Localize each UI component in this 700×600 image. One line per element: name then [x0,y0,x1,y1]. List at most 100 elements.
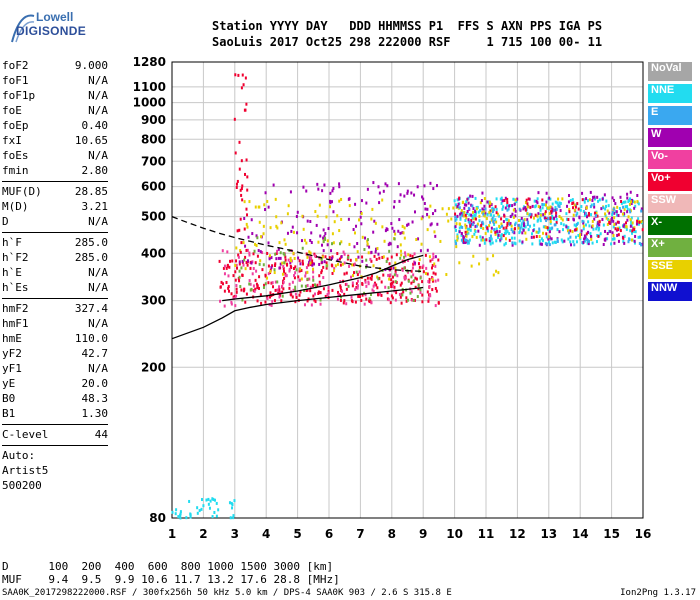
echo-point [236,179,239,183]
echo-point [219,299,222,303]
echo-point [524,200,527,204]
echo-point [411,254,414,258]
echo-point [291,295,294,299]
echo-point [215,501,218,505]
echo-point [484,207,487,211]
echo-point [464,238,467,242]
echo-point [390,278,393,282]
echo-point [563,239,566,243]
echo-point [431,288,434,292]
echo-point [633,239,636,243]
echo-point [275,215,278,219]
echo-point [428,280,431,284]
echo-point [546,242,549,246]
echo-point [513,202,516,206]
echo-point [306,270,309,274]
echo-point [631,229,634,233]
echo-point [238,228,241,232]
echo-point [316,182,319,186]
echo-point [546,226,549,230]
echo-point [618,206,621,210]
echo-point [631,231,634,235]
echo-point [589,232,592,236]
echo-point [321,189,324,193]
echo-point [303,289,306,293]
echo-point [320,271,323,275]
echo-point [311,284,314,288]
echo-point [593,197,596,201]
echo-point [348,204,351,208]
echo-point [235,186,238,190]
echo-point [235,287,238,291]
echo-point [207,502,210,506]
echo-point [249,282,252,286]
echo-point [593,217,596,221]
echo-point [241,273,244,277]
echo-point [290,266,293,270]
echo-point [531,204,534,208]
echo-point [460,233,463,237]
echo-point [227,285,230,289]
echo-point [604,229,607,233]
echo-point [304,271,307,275]
echo-point [320,258,323,262]
echo-point [545,200,548,204]
param-name: MUF(D) [2,185,42,198]
echo-point [419,249,422,253]
echo-point [223,289,226,293]
echo-point [382,255,385,259]
echo-point [301,259,304,263]
y-tick-label: 200 [141,360,166,374]
echo-point [255,234,258,238]
param-name: hmF1 [2,317,29,330]
echo-point [253,289,256,293]
param-row: yE 20.0 [2,376,108,391]
echo-point [411,266,414,270]
echo-point [609,230,612,234]
param-separator [2,445,108,446]
echo-point [383,239,386,243]
echo-point [617,228,620,232]
echo-point [485,217,488,221]
x-tick-label: 12 [509,527,526,541]
echo-point [370,300,373,304]
echo-point [486,212,489,216]
x-tick-label: 9 [419,527,427,541]
y-tick-label: 1000 [133,96,166,110]
echo-point [305,189,308,193]
echo-point [255,269,258,273]
echo-point [245,102,248,106]
echo-point [274,262,277,266]
echo-point [597,234,600,238]
echo-point [382,273,385,277]
echo-point [377,185,380,189]
echo-point [240,187,243,191]
echo-point [189,512,192,516]
echo-point [366,187,369,191]
echo-point [274,264,277,268]
echo-point [262,285,265,289]
echo-point [397,182,400,186]
echo-point [211,497,214,501]
echo-point [507,207,510,211]
param-value: N/A [88,74,108,87]
echo-point [372,181,375,185]
echo-point [586,215,589,219]
x-tick-label: 3 [231,527,239,541]
echo-point [614,222,617,226]
echo-point [585,232,588,236]
echo-point [177,515,180,519]
echo-point [232,274,235,278]
echo-point [435,184,438,188]
echo-point [489,240,492,244]
echo-point [511,204,514,208]
echo-point [189,515,192,519]
echo-point [270,265,273,269]
echo-point [504,206,507,210]
echo-point [373,283,376,287]
legend-item: X- [648,216,692,235]
echo-point [407,253,410,257]
echo-point [556,228,559,232]
echo-point [283,261,286,265]
echo-point [401,231,404,235]
